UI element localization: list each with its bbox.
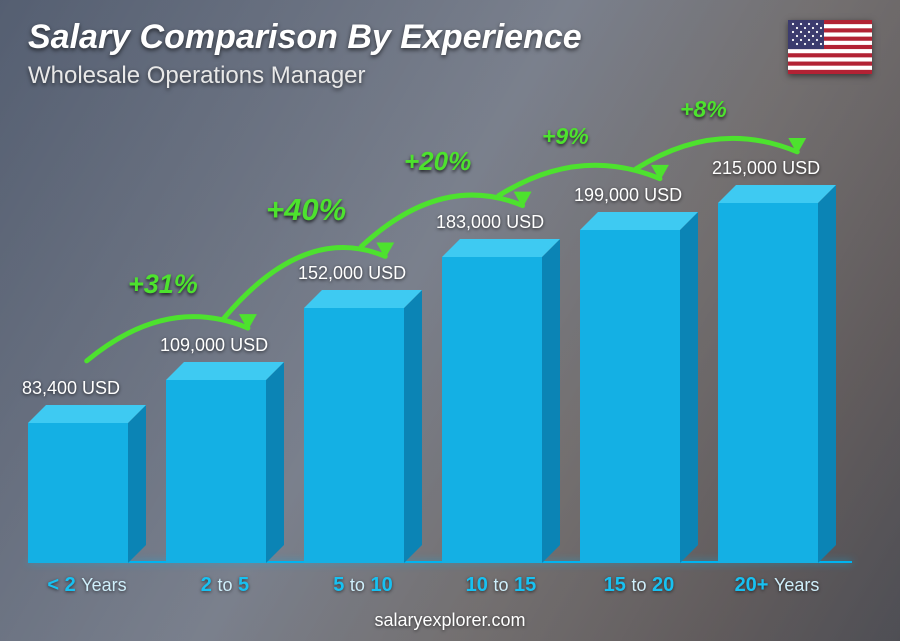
bar-top xyxy=(304,290,422,308)
bar-side xyxy=(128,405,146,563)
footer-credit: salaryexplorer.com xyxy=(0,610,900,631)
x-axis-label: 20+ Years xyxy=(718,574,836,597)
bar-slot xyxy=(580,212,698,563)
bar-slot xyxy=(166,362,284,563)
bar-front xyxy=(166,380,266,563)
chart-canvas: Salary Comparison By Experience Wholesal… xyxy=(0,0,900,641)
bar-side xyxy=(266,362,284,563)
value-label: 199,000 USD xyxy=(574,185,682,206)
bar-front xyxy=(28,423,128,563)
bar-top xyxy=(166,362,284,380)
chart-title: Salary Comparison By Experience xyxy=(28,18,582,57)
x-axis-label: 15 to 20 xyxy=(580,574,698,597)
x-axis-label: 5 to 10 xyxy=(304,574,422,597)
bar-slot xyxy=(718,185,836,563)
delta-label: +8% xyxy=(680,96,727,123)
plot-area: 83,400 USD< 2 Years109,000 USD2 to 5+31%… xyxy=(28,110,852,563)
value-label: 109,000 USD xyxy=(160,335,268,356)
bar-front xyxy=(718,203,818,563)
chart-subtitle: Wholesale Operations Manager xyxy=(28,62,366,90)
value-label: 152,000 USD xyxy=(298,263,406,284)
x-axis-label: 2 to 5 xyxy=(166,574,284,597)
value-label: 83,400 USD xyxy=(22,378,120,399)
delta-label: +20% xyxy=(404,146,471,177)
bar-top xyxy=(580,212,698,230)
delta-label: +31% xyxy=(128,269,198,300)
bar-front xyxy=(580,230,680,563)
bar-top xyxy=(442,239,560,257)
bar-front xyxy=(304,308,404,563)
x-axis-label: < 2 Years xyxy=(28,574,146,597)
value-label: 183,000 USD xyxy=(436,212,544,233)
bar-side xyxy=(680,212,698,563)
bar-side xyxy=(404,290,422,563)
bar-side xyxy=(818,185,836,563)
bar-side xyxy=(542,239,560,563)
value-label: 215,000 USD xyxy=(712,158,820,179)
delta-label: +9% xyxy=(542,123,589,150)
bar-slot xyxy=(442,239,560,563)
us-flag-icon xyxy=(788,20,872,74)
bar-front xyxy=(442,257,542,563)
bar-top xyxy=(28,405,146,423)
bar-top xyxy=(718,185,836,203)
x-axis-label: 10 to 15 xyxy=(442,574,560,597)
bar-slot xyxy=(304,290,422,563)
bar-slot xyxy=(28,405,146,563)
delta-label: +40% xyxy=(266,192,346,228)
